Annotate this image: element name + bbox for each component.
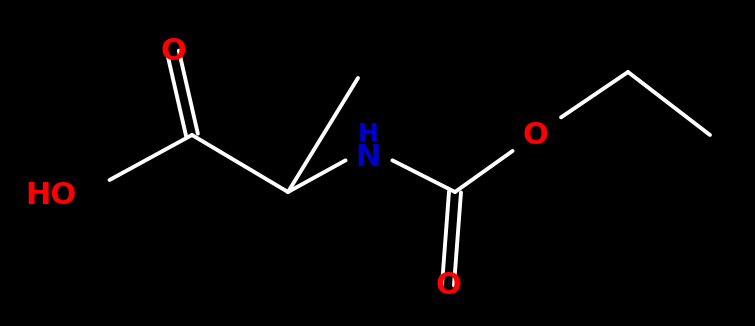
Text: H: H (358, 122, 378, 146)
Text: O: O (435, 271, 461, 300)
Text: O: O (160, 37, 186, 67)
Text: N: N (356, 143, 381, 172)
Text: O: O (522, 121, 548, 150)
Text: HO: HO (26, 181, 77, 210)
